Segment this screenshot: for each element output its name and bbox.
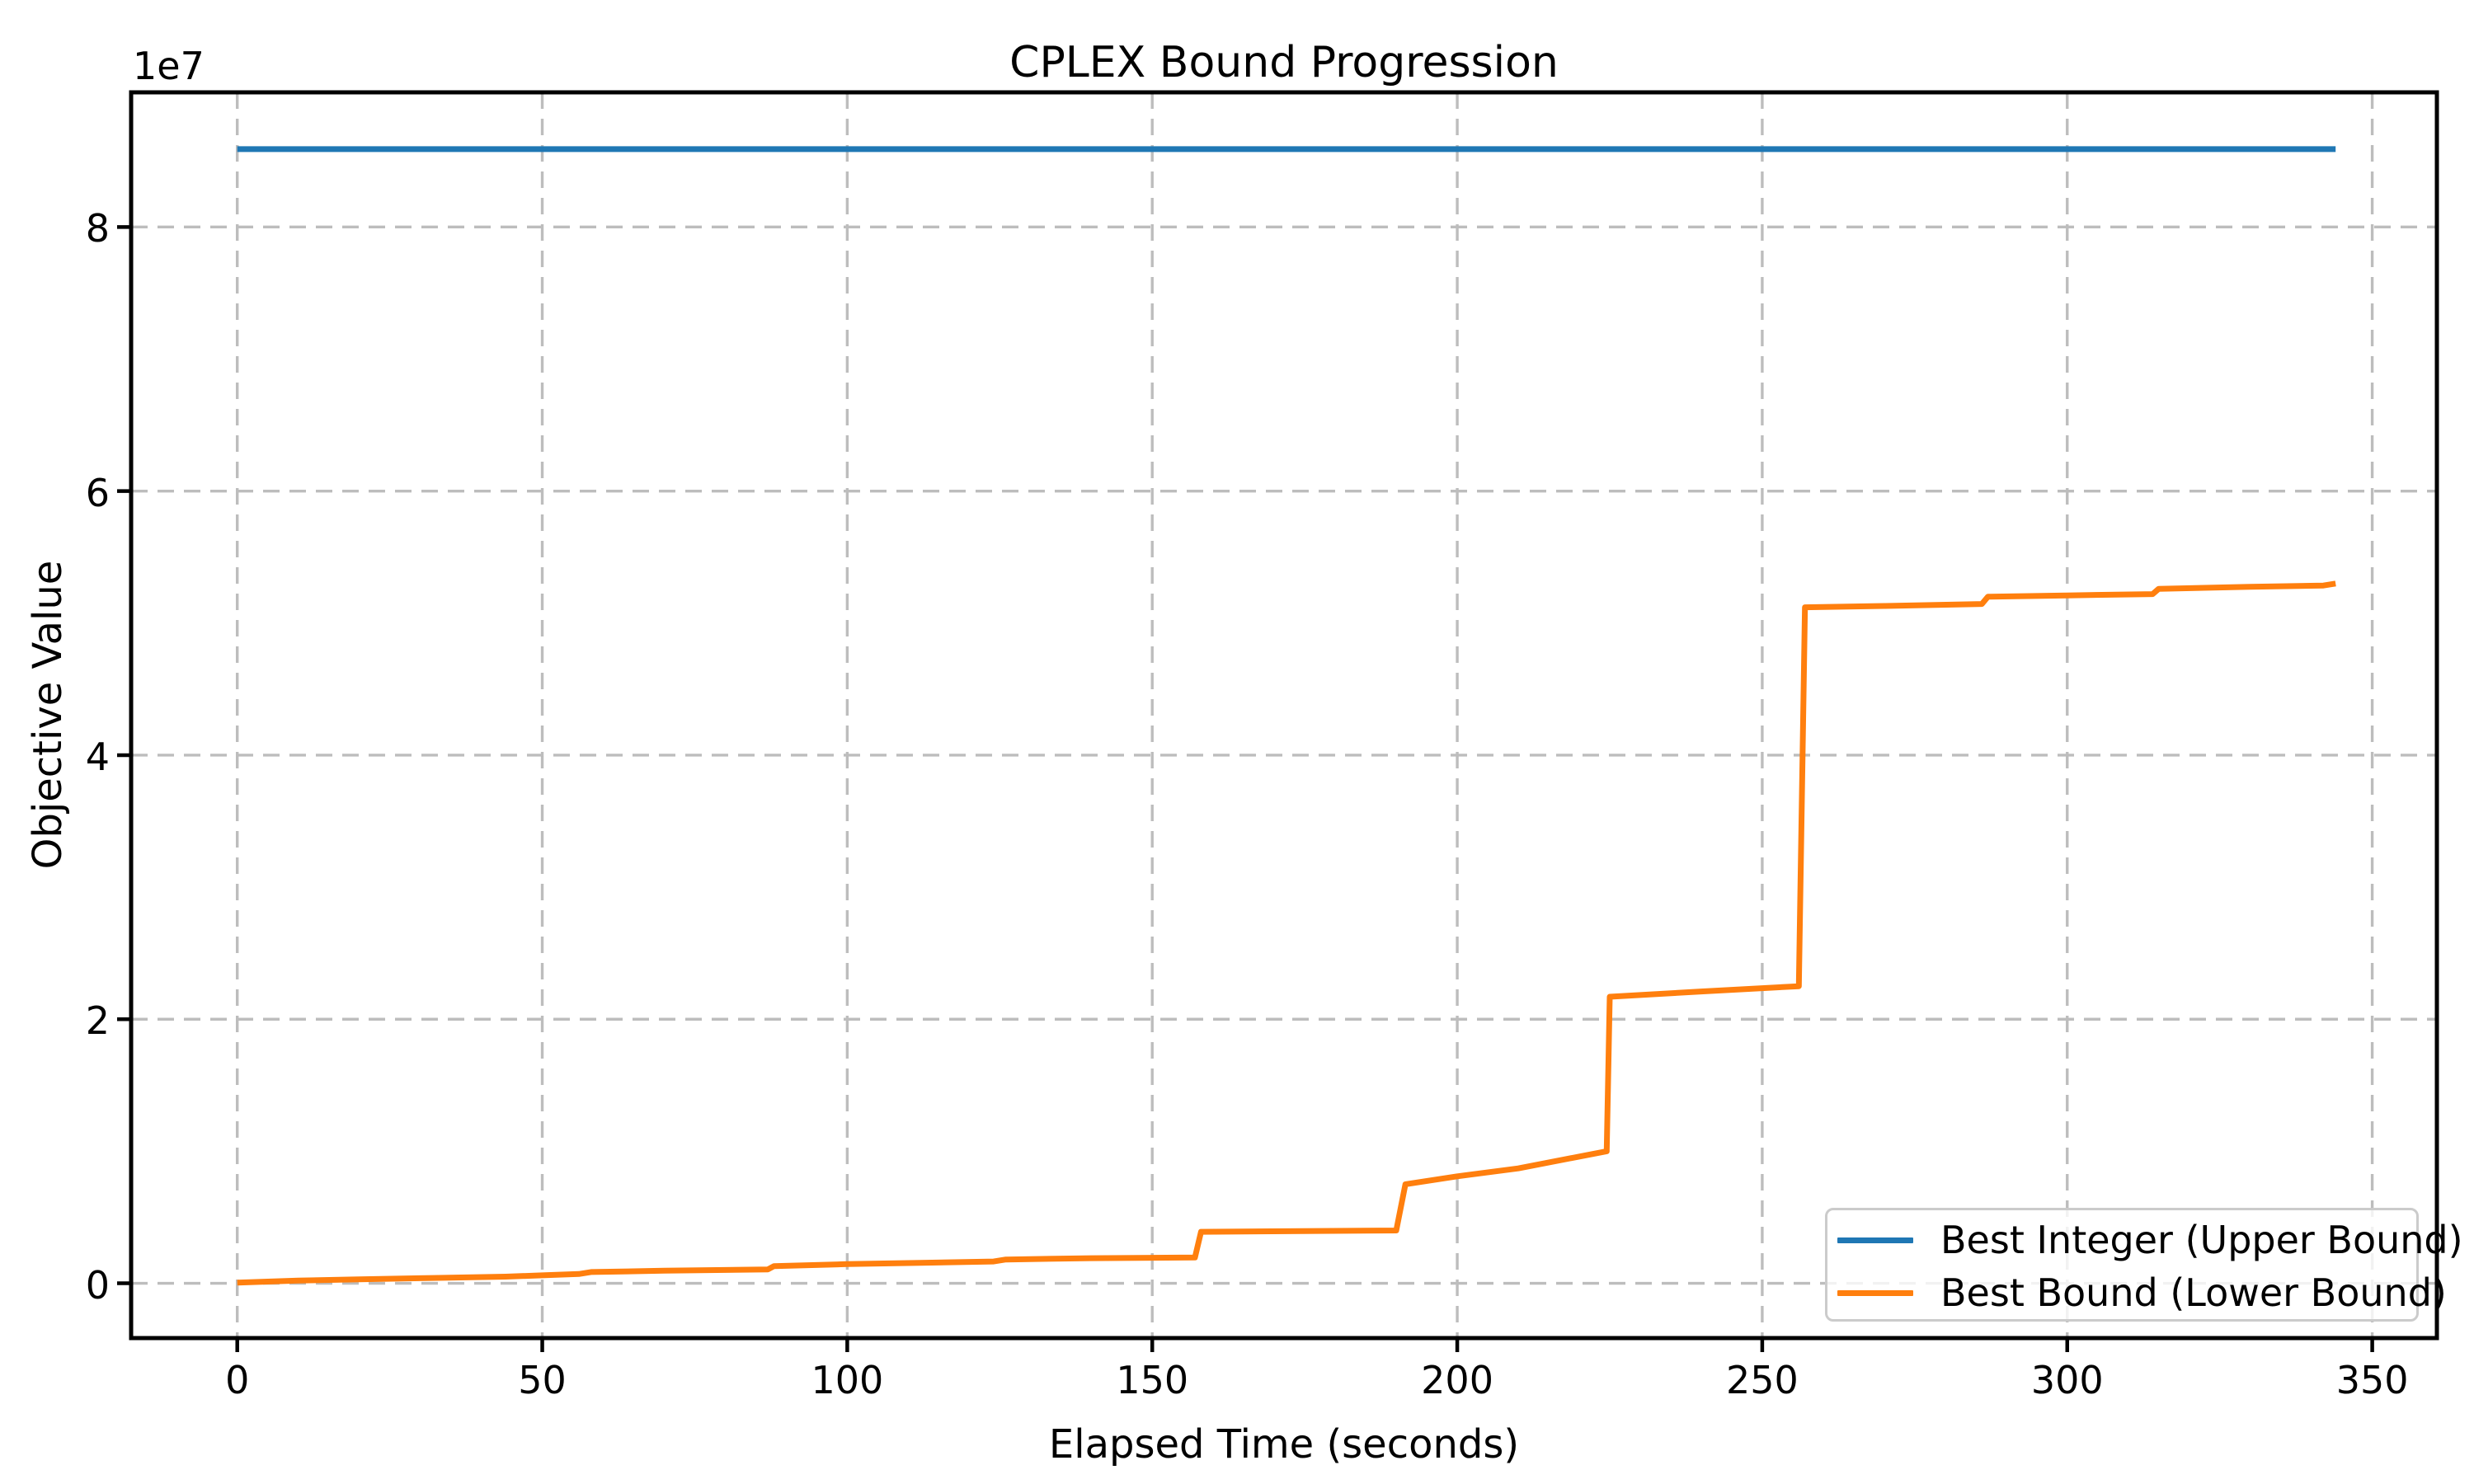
chart-title: CPLEX Bound Progression <box>1009 38 1559 87</box>
legend-box: Best Integer (Upper Bound) Best Bound (Lo… <box>1825 1208 2463 1322</box>
y-tick-label: 2 <box>85 998 110 1044</box>
legend-line-swatch <box>1837 1237 1913 1243</box>
y-axis-label: Objective Value <box>25 560 71 870</box>
axes-spines-ticks <box>117 90 2439 1352</box>
series-line <box>237 580 2336 1286</box>
x-tick-label: 150 <box>1116 1358 1189 1402</box>
y-tick-label: 6 <box>85 470 110 515</box>
data-series <box>237 146 2336 1286</box>
plot-border <box>129 90 2439 1341</box>
legend-entry: Best Bound (Lower Bound) <box>1827 1266 2447 1319</box>
x-tick-label: 0 <box>225 1358 250 1402</box>
x-tick-label: 50 <box>518 1358 567 1402</box>
legend-label: Best Bound (Lower Bound) <box>1940 1270 2447 1315</box>
legend-line-swatch <box>1837 1289 1913 1296</box>
x-tick-label: 100 <box>811 1358 884 1402</box>
y-tick-label: 8 <box>85 206 110 251</box>
x-tick-label: 250 <box>1726 1358 1799 1402</box>
y-tick-label: 0 <box>85 1262 110 1308</box>
x-tick-label: 200 <box>1421 1358 1493 1402</box>
x-tick-label: 350 <box>2335 1358 2409 1402</box>
y-tick-label: 4 <box>85 734 110 779</box>
legend-label: Best Integer (Upper Bound) <box>1940 1218 2463 1262</box>
legend-entry: Best Integer (Upper Bound) <box>1827 1214 2463 1266</box>
grid-lines <box>131 92 2437 1338</box>
x-tick-label: 300 <box>2030 1358 2104 1402</box>
y-axis-offset-label: 1e7 <box>133 44 205 88</box>
x-axis-label: Elapsed Time (seconds) <box>1048 1421 1520 1468</box>
